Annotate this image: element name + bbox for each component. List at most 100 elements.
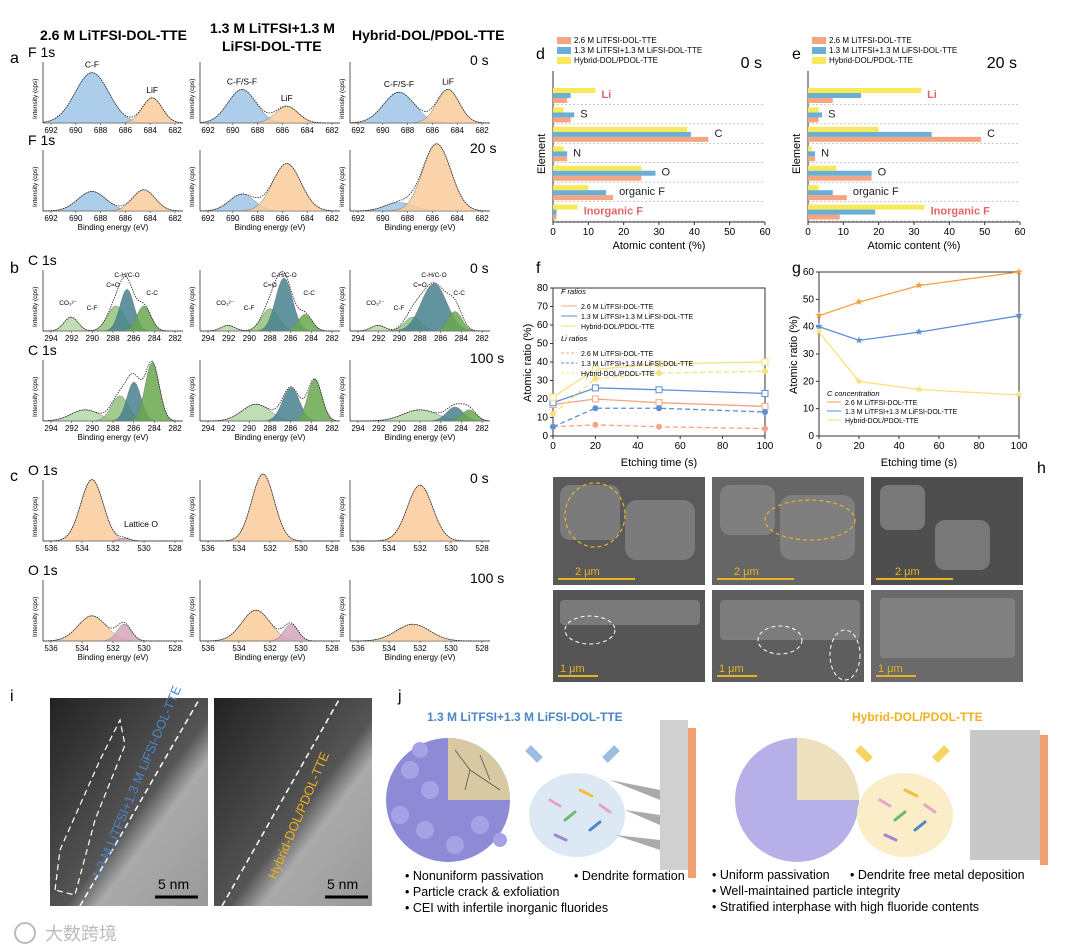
bar [808, 185, 819, 191]
xps-tick-label: 282 [325, 424, 339, 433]
xps-tick-label: 286 [434, 334, 448, 343]
line-point: ★ [855, 376, 864, 387]
xps-ylabel: Intensity (cps) [189, 167, 196, 207]
xps-ylabel: Intensity (cps) [32, 377, 39, 417]
xps-xlabel: Binding energy (eV) [235, 653, 306, 662]
bar [553, 175, 642, 181]
xps-envelope [200, 473, 340, 542]
bar-category-label: C [987, 128, 995, 140]
xps-tick-label: 536 [201, 544, 215, 553]
xps-peak-label: C=O [263, 282, 277, 289]
line-x-tick-label: 60 [933, 441, 945, 452]
xps-tick-label: 534 [382, 544, 396, 553]
sem-scale-5: 1 μm [719, 663, 744, 675]
xps-ylabel: Intensity (cps) [189, 597, 196, 637]
xps-tick-label: 688 [401, 126, 415, 135]
xps-peak-label: C-C [453, 290, 465, 297]
xps-peak [200, 163, 341, 212]
line-y-tick-label: 60 [803, 267, 815, 278]
xps-peak-label: Lattice O [124, 519, 158, 529]
line-x-tick-label: 20 [853, 441, 865, 452]
bar [808, 204, 925, 210]
line-legend-group: Li ratios [561, 334, 588, 343]
xps-tick-label: 528 [168, 544, 182, 553]
xps-tick-label: 282 [168, 334, 182, 343]
bar [808, 214, 840, 220]
xps-tick-label: 530 [294, 544, 308, 553]
xps-tick-label: 286 [127, 424, 141, 433]
xps-tick-label: 686 [119, 214, 133, 223]
solvation-right [857, 773, 953, 857]
xps-peak [350, 143, 491, 212]
xps-tick-label: 282 [168, 424, 182, 433]
xps-peak [42, 479, 183, 542]
bar-category-label: Li [927, 89, 937, 101]
line-y-tick-label: 10 [803, 404, 815, 415]
xps-tick-label: 682 [475, 214, 489, 223]
xps-tick-label: 690 [376, 126, 390, 135]
bar [808, 93, 861, 98]
xps-tick-label: 284 [455, 424, 469, 433]
xps-peak-label: CO₃²⁻ [59, 300, 78, 307]
xps-envelope [349, 143, 491, 212]
bar [808, 98, 833, 103]
xps-ylabel: Intensity (cps) [32, 497, 39, 537]
xps-tick-label: 528 [325, 644, 339, 653]
line-legend-label: Hybrid-DOL/PDOL-TTE [581, 371, 655, 378]
xps-peak-label: LiF [281, 93, 293, 103]
line-x-tick-label: 0 [550, 441, 556, 452]
bar [553, 88, 596, 93]
xps-tick-label: 528 [168, 644, 182, 653]
bar [553, 112, 575, 118]
xps-tick-label: 536 [351, 644, 365, 653]
xps-tick-label: 688 [251, 214, 265, 223]
line-y-tick-label: 10 [537, 413, 549, 424]
xps-element-label: O 1s [28, 462, 58, 478]
bar [808, 126, 879, 132]
tem-image-left [50, 698, 208, 906]
bar-category-label: O [878, 167, 887, 179]
panel-letter-j: j [397, 688, 402, 705]
bar [553, 98, 568, 103]
sem-images: 2 μm 2 μm 2 μm 1 μm 1 μm 1 μm [553, 477, 1023, 682]
line-point [591, 395, 599, 403]
tem-image-right [214, 698, 372, 906]
bar [553, 185, 589, 191]
xps-peak-label: C-F [394, 305, 405, 312]
line-series [552, 361, 766, 398]
panel-letter-a: a [10, 50, 19, 67]
line-point: ★ [915, 385, 924, 396]
line-point [761, 358, 769, 366]
xps-tick-label: 682 [325, 126, 339, 135]
xps-xlabel: Binding energy (eV) [385, 653, 456, 662]
xps-tick-label: 532 [106, 544, 120, 553]
xps-tick-label: 292 [65, 334, 79, 343]
line-xlabel: Etching time (s) [881, 457, 957, 469]
xps-ylabel: Intensity (cps) [32, 287, 39, 327]
xps-xlabel: Binding energy (eV) [78, 653, 149, 662]
xps-tick-label: 530 [137, 644, 151, 653]
xps-ylabel: Intensity (cps) [339, 287, 346, 327]
line-y-tick-label: 0 [808, 431, 814, 442]
bar [808, 156, 816, 162]
xps-tick-label: 682 [168, 126, 182, 135]
right-bullet-extra: • Dendrite free metal deposition [850, 868, 1025, 882]
xps-time-label: 100 s [470, 350, 504, 366]
line-point: ★ [815, 327, 824, 338]
bar-tick-label: 30 [908, 227, 920, 238]
xps-tick-label: 690 [376, 214, 390, 223]
xps-tick-label: 286 [127, 334, 141, 343]
xps-peak-label: C-H/C-O [421, 272, 446, 279]
sem-scale-2: 2 μm [734, 566, 759, 578]
xps-tick-label: 532 [413, 644, 427, 653]
line-y-tick-label: 40 [803, 322, 815, 333]
xps-xlabel: Binding energy (eV) [385, 223, 456, 232]
xps-envelope [42, 189, 184, 212]
xps-tick-label: 532 [106, 644, 120, 653]
tem-images: 1.3 M LiTFSI+1.3 M LiFSI-DOL-TTE Hybrid-… [50, 683, 372, 907]
sem-scale-3: 2 μm [895, 566, 920, 578]
column-header-2b: LiFSI-DOL-TTE [222, 38, 322, 54]
bar-tick-label: 10 [583, 227, 595, 238]
bar-category-label: Inorganic F [584, 206, 644, 218]
xps-peak [199, 609, 340, 642]
